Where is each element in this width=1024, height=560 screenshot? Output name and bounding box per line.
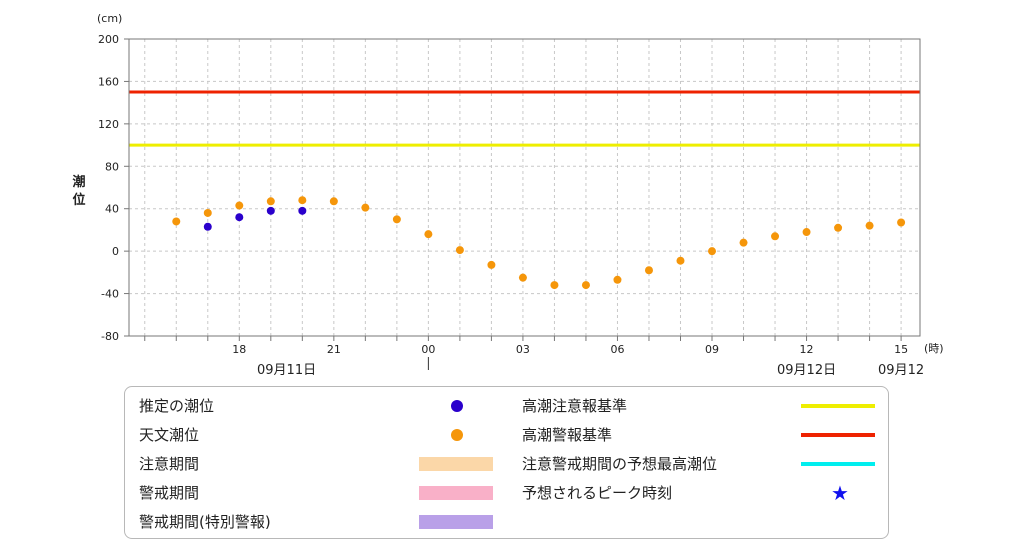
x-tick-label: 18 [232,343,246,356]
date-label: 09月11日 [257,363,316,378]
data-point [392,215,401,224]
data-point [834,223,843,232]
legend-marker-dot [451,429,463,441]
legend-label: 天文潮位 [139,426,200,444]
y-tick-label: 200 [98,33,119,46]
y-tick-label: 0 [112,245,119,258]
legend-label: 注意期間 [139,455,200,473]
data-point [298,196,307,205]
data-point [203,208,212,217]
date-label: 09月12日 [777,363,836,378]
legend-label: 推定の潮位 [139,397,215,415]
data-point [298,206,307,215]
data-point [865,221,874,230]
legend-marker-bar [419,486,493,500]
data-point [172,217,181,226]
legend-label: 警戒期間 [139,484,200,502]
x-tick-label: 00 [421,343,435,356]
legend-label: 注意警戒期間の予想最高潮位 [522,455,718,473]
data-point [266,206,275,215]
legend-marker-bar [419,515,493,529]
data-point [235,201,244,210]
data-point [266,197,275,206]
data-point [771,232,780,241]
y-unit-label: (cm) [97,12,122,25]
legend-marker-line [801,462,875,466]
x-tick-label: 12 [800,343,814,356]
y-tick-label: -40 [101,288,119,301]
data-point [644,266,653,275]
legend-marker-line [801,404,875,408]
threshold-layer [129,90,920,147]
data-point [708,247,717,256]
y-tick-label: 120 [98,118,119,131]
data-point [802,228,811,237]
data-point [329,197,338,206]
legend-marker-line [801,433,875,437]
date-label: 09月12 [878,363,924,378]
star-icon: ★ [831,481,849,505]
legend-label: 警戒期間(特別警報) [139,513,271,531]
grid-layer [129,39,920,336]
y-axis-label-char: 潮 [72,174,85,190]
y-tick-label: 80 [105,160,119,173]
x-unit-label: (時) [924,342,944,355]
data-point [676,256,685,265]
tide-chart: 200 160 120 80 40 0 -40 -80 18 21 00 03 06 09 12 15 09月1… [72,12,944,378]
data-point [235,213,244,222]
data-point [613,275,622,284]
data-point [518,273,527,282]
data-point [897,218,906,227]
x-tick-label: 15 [894,343,908,356]
x-tick-label: 21 [327,343,341,356]
legend-label: 高潮警報基準 [522,426,613,444]
data-point [424,230,433,239]
y-tick-label: 40 [105,203,119,216]
data-point [739,238,748,247]
data-point [361,203,370,212]
data-point [455,246,464,255]
axis-layer: 200 160 120 80 40 0 -40 -80 18 21 00 03 06 09 12 15 09月1… [72,33,924,378]
data-point [203,222,212,231]
x-tick-label: 06 [610,343,624,356]
data-point [581,281,590,290]
legend-marker-bar [419,457,493,471]
plot-frame [128,38,921,337]
legend-label: 予想されるピーク時刻 [522,484,673,502]
legend-label: 高潮注意報基準 [522,397,628,415]
data-point [550,281,559,290]
x-tick-label: 09 [705,343,719,356]
y-tick-label: 160 [98,75,119,88]
x-tick-label: 03 [516,343,530,356]
legend: 推定の潮位天文潮位注意期間警戒期間警戒期間(特別警報) 高潮注意報基準 高潮警報基… [124,386,889,539]
y-axis-label-char: 位 [72,192,85,208]
point-layer [172,196,906,290]
legend-marker-dot [451,400,463,412]
data-point [487,260,496,269]
y-tick-label: -80 [101,330,119,343]
